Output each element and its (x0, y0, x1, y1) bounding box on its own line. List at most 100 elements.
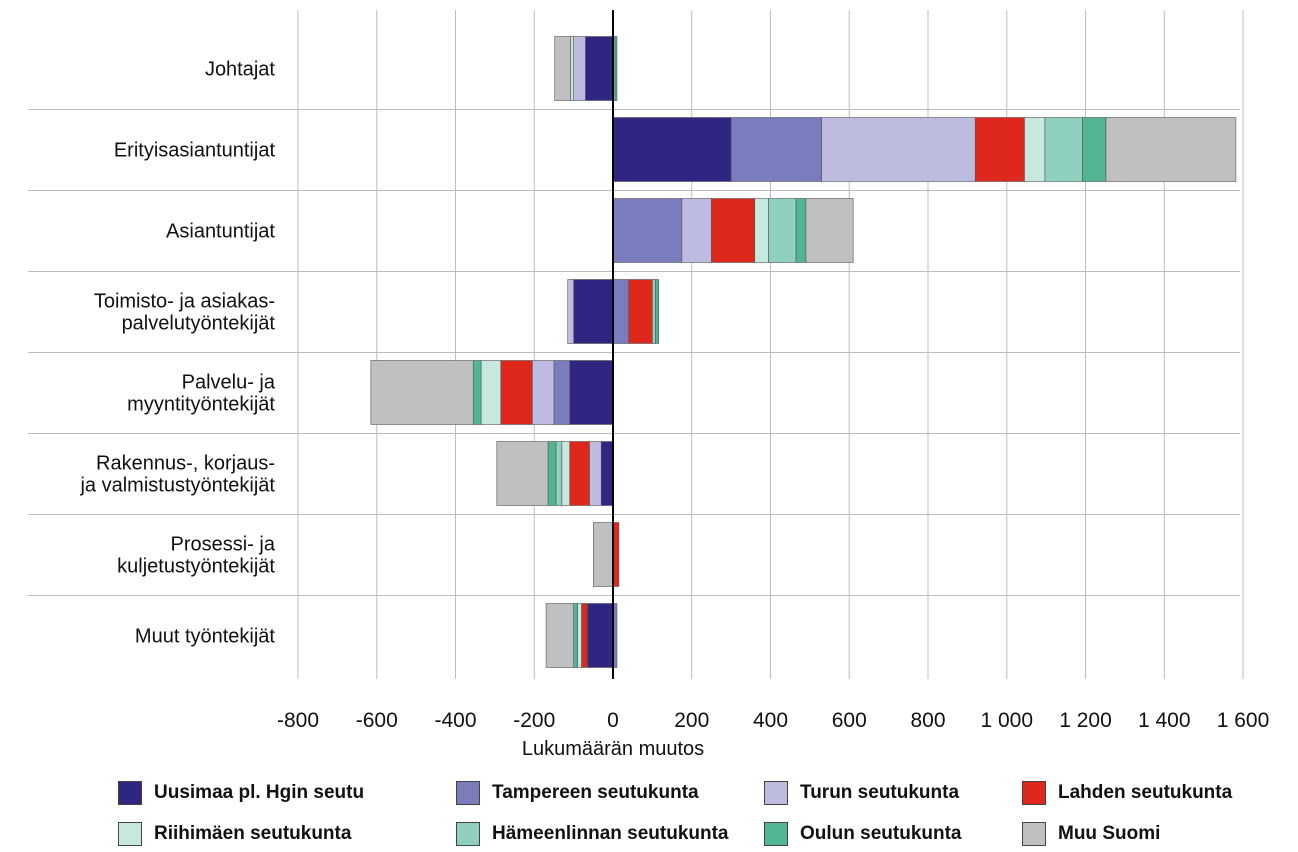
bar-segment (581, 603, 588, 668)
legend-swatch (1022, 822, 1046, 846)
legend-swatch (118, 781, 142, 805)
bar-segment (561, 441, 570, 506)
bar-segment (612, 198, 683, 263)
bar-segment (577, 603, 582, 668)
legend-label: Muu Suomi (1058, 823, 1161, 844)
bar-segment (1024, 117, 1046, 182)
category-label: kuljetustyöntekijät (117, 556, 275, 578)
bars (370, 36, 1237, 668)
category-labels: Johtajat Erityisasiantuntijat Asiantuntija… (79, 59, 275, 648)
category-label: palvelutyöntekijät (122, 313, 276, 335)
x-tick-label: 600 (832, 709, 867, 732)
x-tick-label: 1 200 (1059, 709, 1112, 732)
bar-segment (1105, 117, 1237, 182)
x-tick-label: -200 (513, 709, 555, 732)
x-tick-label: 1 600 (1217, 709, 1270, 732)
bar-segment (681, 198, 712, 263)
bar-segment (472, 360, 482, 425)
legend-item: Uusimaa pl. Hgin seutu (118, 778, 364, 808)
legend-label: Hämeenlinnan seutukunta (492, 823, 729, 844)
bar-segment (553, 360, 570, 425)
bar-segment (768, 198, 797, 263)
legend-label: Uusimaa pl. Hgin seutu (154, 782, 365, 803)
bar-segment (545, 603, 574, 668)
legend-label: Turun seutukunta (800, 782, 960, 803)
category-label: Prosessi- ja (171, 534, 276, 556)
legend-item: Lahden seutukunta (1022, 778, 1232, 808)
legend-swatch (764, 822, 788, 846)
bar-segment (573, 36, 586, 101)
x-tick-label: -600 (356, 709, 398, 732)
legend-swatch (456, 822, 480, 846)
chart: Johtajat Erityisasiantuntijat Asiantuntija… (28, 10, 1269, 760)
bar-segment (974, 117, 1025, 182)
legend-item: Tampereen seutukunta (456, 778, 699, 808)
category-label: myyntityöntekijät (127, 394, 275, 416)
bar-segment (593, 522, 614, 587)
bar-segment (589, 441, 602, 506)
category-label: Palvelu- ja (182, 372, 276, 394)
legend-swatch (1022, 781, 1046, 805)
bar-segment (585, 36, 614, 101)
bar-segment (754, 198, 769, 263)
bar-segment (655, 279, 659, 344)
bar-segment (614, 36, 618, 101)
bar-segment (569, 360, 614, 425)
bar-segment (730, 117, 822, 182)
bar-segment (652, 279, 656, 344)
bar-segment (795, 198, 807, 263)
legend-label: Tampereen seutukunta (492, 782, 699, 803)
bar-segment (628, 279, 653, 344)
bar-segment (555, 441, 563, 506)
bar-segment (600, 441, 614, 506)
bar-segment (1044, 117, 1083, 182)
category-label: Asiantuntijat (166, 221, 275, 243)
bar-segment (1082, 117, 1107, 182)
legend-swatch (764, 781, 788, 805)
x-tick-label: 1 000 (980, 709, 1033, 732)
bar-segment (711, 198, 756, 263)
x-tick-label: -400 (434, 709, 476, 732)
legend-item: Riihimäen seutukunta (118, 819, 351, 849)
bar-segment (567, 279, 574, 344)
x-tick-labels: -800 -600 -400 -200 0 200 400 600 800 1 000 1 200 1… (277, 709, 1269, 732)
category-label: Rakennus-, korjaus- (96, 453, 275, 475)
x-tick-label: 1 400 (1138, 709, 1191, 732)
legend-label: Oulun seutukunta (800, 823, 962, 844)
legend-label: Riihimäen seutukunta (154, 823, 352, 844)
legend-label: Lahden seutukunta (1058, 782, 1233, 803)
legend-item: Oulun seutukunta (764, 819, 962, 849)
bar-segment (587, 603, 614, 668)
x-tick-label: 200 (674, 709, 709, 732)
x-tick-label: 0 (607, 709, 619, 732)
bar-segment (500, 360, 533, 425)
x-axis-title: Lukumäärän muutos (522, 738, 704, 760)
category-separators (28, 109, 1240, 596)
legend-item: Hämeenlinnan seutukunta (456, 819, 729, 849)
bar-segment (547, 441, 557, 506)
legend-item: Muu Suomi (1022, 819, 1160, 849)
bar-segment (531, 360, 555, 425)
legend-item: Turun seutukunta (764, 778, 959, 808)
legend: Uusimaa pl. Hgin seutu Tampereen seutukun… (118, 778, 1288, 848)
bar-segment (554, 36, 571, 101)
grid-lines (297, 10, 1244, 679)
x-tick-label: 800 (910, 709, 945, 732)
bar-segment (612, 279, 630, 344)
bar-segment (612, 117, 732, 182)
x-tick-label: 400 (753, 709, 788, 732)
x-tick-label: -800 (277, 709, 319, 732)
bar-segment (496, 441, 549, 506)
bar-segment (805, 198, 854, 263)
category-label: Johtajat (205, 59, 275, 81)
bar-segment (569, 441, 590, 506)
category-label: Muut työntekijät (135, 626, 276, 648)
bar-segment (573, 603, 578, 668)
category-label: ja valmistustyöntekijät (79, 475, 275, 497)
category-label: Toimisto- ja asiakas- (94, 291, 275, 313)
bar-segment (480, 360, 502, 425)
legend-swatch (456, 781, 480, 805)
bar-segment (370, 360, 474, 425)
bar-segment (570, 36, 574, 101)
category-label: Erityisasiantuntijat (114, 140, 276, 162)
